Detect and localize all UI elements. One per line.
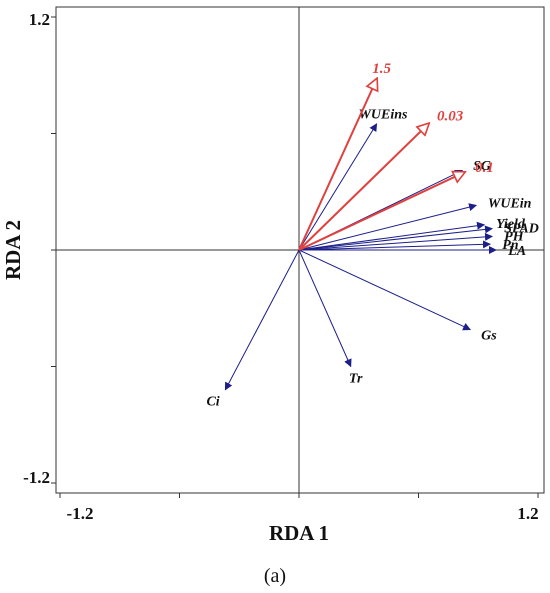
explanatory-label-0-1: 0.1 <box>475 160 494 176</box>
y-axis-title: RDA 2 <box>1 220 25 280</box>
response-label-gs: Gs <box>481 329 497 344</box>
response-label-la: LA <box>507 244 526 259</box>
explanatory-arrow-0-1 <box>298 172 464 251</box>
explanatory-arrow-0-03 <box>298 124 428 251</box>
response-arrow-ci <box>224 249 300 391</box>
response-label-pn: Pn <box>502 238 519 253</box>
response-label-ci: Ci <box>206 394 219 409</box>
x-axis-title: RDA 1 <box>269 521 329 545</box>
explanatory-label-1-5: 1.5 <box>372 61 391 77</box>
response-arrow-tr <box>298 249 352 368</box>
response-label-wueins: WUEins <box>358 108 408 123</box>
y-tick-label-top: 1.2 <box>29 10 50 29</box>
response-arrow-wueins <box>298 123 378 251</box>
x-tick-label-left: -1.2 <box>67 504 94 523</box>
response-arrow-gs <box>298 249 472 331</box>
response-arrow-yield <box>298 221 486 251</box>
response-arrow-wuein <box>298 203 478 251</box>
axis-ticks <box>51 16 539 498</box>
response-label-sg: SG <box>473 159 491 174</box>
x-tick-label-right: 1.2 <box>517 504 538 523</box>
figure-caption: (a) <box>264 565 286 587</box>
response-arrow-ph <box>298 232 493 251</box>
explanatory-arrow-1-5 <box>298 79 377 251</box>
response-arrow-pn <box>298 240 491 251</box>
response-label-ph: PH <box>504 230 525 245</box>
response-label-yield: Yield <box>496 217 526 232</box>
response-arrow-spad <box>298 225 493 251</box>
response-label-spad: SPAD <box>504 221 539 236</box>
explanatory-label-0-03: 0.03 <box>437 108 464 124</box>
response-label-wuein: WUEin <box>488 196 532 211</box>
response-label-tr: Tr <box>349 371 363 386</box>
y-tick-label-bottom: -1.2 <box>23 468 50 487</box>
